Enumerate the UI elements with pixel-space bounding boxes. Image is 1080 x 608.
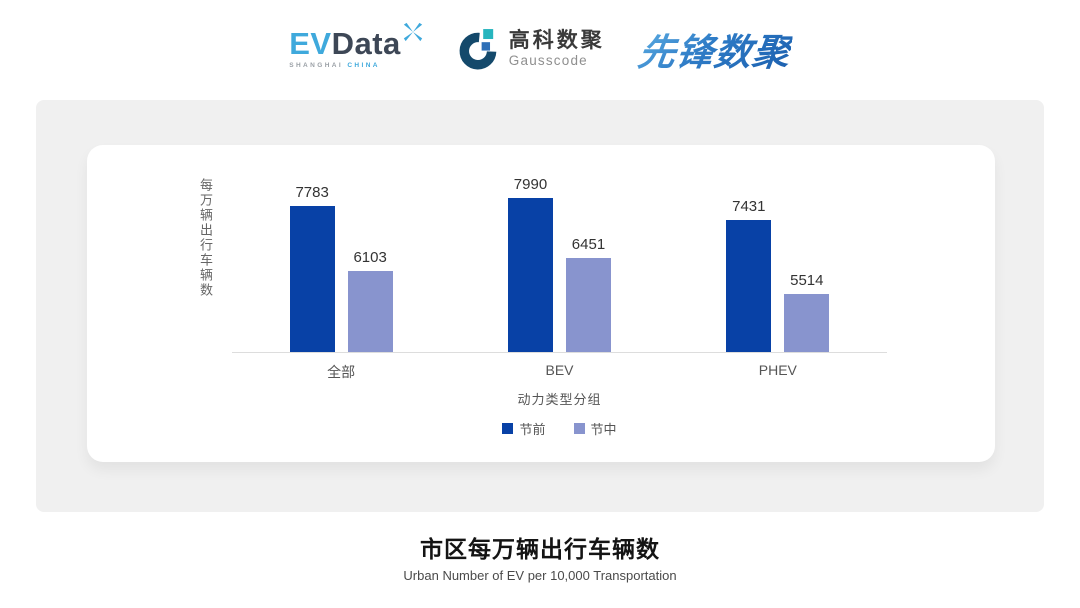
- bar-value-label: 7431: [732, 198, 766, 215]
- bar-value-label: 6451: [571, 236, 606, 253]
- bar-rect: [507, 198, 553, 352]
- legend: 节前 节中: [232, 419, 887, 438]
- category-label: BEV: [545, 362, 574, 378]
- legend-item: 节前: [502, 419, 546, 438]
- bar-rect: [347, 271, 393, 352]
- bar: 7431: [726, 198, 772, 352]
- bar-rect: [784, 294, 830, 352]
- gausscode-text: 高科数聚 Gausscode: [508, 28, 605, 68]
- evdata-china-text: CHINA: [347, 62, 380, 70]
- plot-area: 7783 6103 7990 6451 7431 5514: [232, 165, 887, 352]
- bar-rect: [726, 220, 772, 352]
- chart-subtitle: Urban Number of EV per 10,000 Transporta…: [403, 568, 677, 583]
- header-logos: EV Data SHANGHAI CHINA 高科数聚 Gausscode: [0, 0, 1080, 98]
- category-row: 全部 BEV PHEV: [232, 362, 887, 382]
- x-axis-title: 动力类型分组: [517, 392, 602, 407]
- gausscode-cn-text: 高科数聚: [508, 28, 605, 52]
- evdata-shanghai-text: SHANGHAI: [289, 62, 344, 70]
- legend-swatch: [573, 423, 585, 434]
- bar-group: 7783 6103: [232, 184, 450, 352]
- bar-value-label: 5514: [790, 272, 824, 289]
- bar-value-label: 7990: [513, 176, 548, 193]
- bar-value-label: 7783: [295, 184, 329, 201]
- y-axis-label: 每万辆出行车辆数: [198, 178, 213, 298]
- bar: 6451: [565, 236, 611, 352]
- xianfeng-logo: 先锋数聚: [635, 22, 795, 76]
- bar: 7783: [289, 184, 335, 352]
- evdata-data-text: Data: [331, 26, 401, 62]
- category-label: PHEV: [758, 362, 797, 378]
- evdata-ev-text: EV: [289, 26, 332, 62]
- evdata-subtext: SHANGHAI CHINA: [289, 63, 424, 70]
- bar: 5514: [784, 272, 830, 352]
- legend-item: 节中: [573, 419, 617, 438]
- evdata-x-icon: [403, 23, 422, 42]
- evdata-logo: EV Data SHANGHAI CHINA: [289, 23, 424, 70]
- evdata-wordmark: EV Data: [289, 23, 424, 62]
- legend-label: 节中: [590, 422, 617, 437]
- bar-rect: [289, 206, 335, 352]
- bar: 7990: [507, 176, 553, 352]
- gausscode-logo: 高科数聚 Gausscode: [458, 28, 605, 70]
- legend-swatch: [502, 423, 514, 434]
- gausscode-en-text: Gausscode: [508, 52, 588, 68]
- bar-group: 7431 5514: [669, 198, 887, 352]
- bar-value-label: 6103: [353, 249, 387, 266]
- gausscode-g-icon: [459, 29, 497, 70]
- legend-label: 节前: [519, 422, 546, 437]
- x-axis-line: [232, 352, 887, 353]
- bar-rect: [565, 258, 611, 352]
- category-label: 全部: [327, 364, 356, 380]
- bar: 6103: [347, 249, 393, 352]
- chart-title: 市区每万辆出行车辆数: [420, 536, 660, 562]
- bar-group: 7990 6451: [450, 176, 668, 352]
